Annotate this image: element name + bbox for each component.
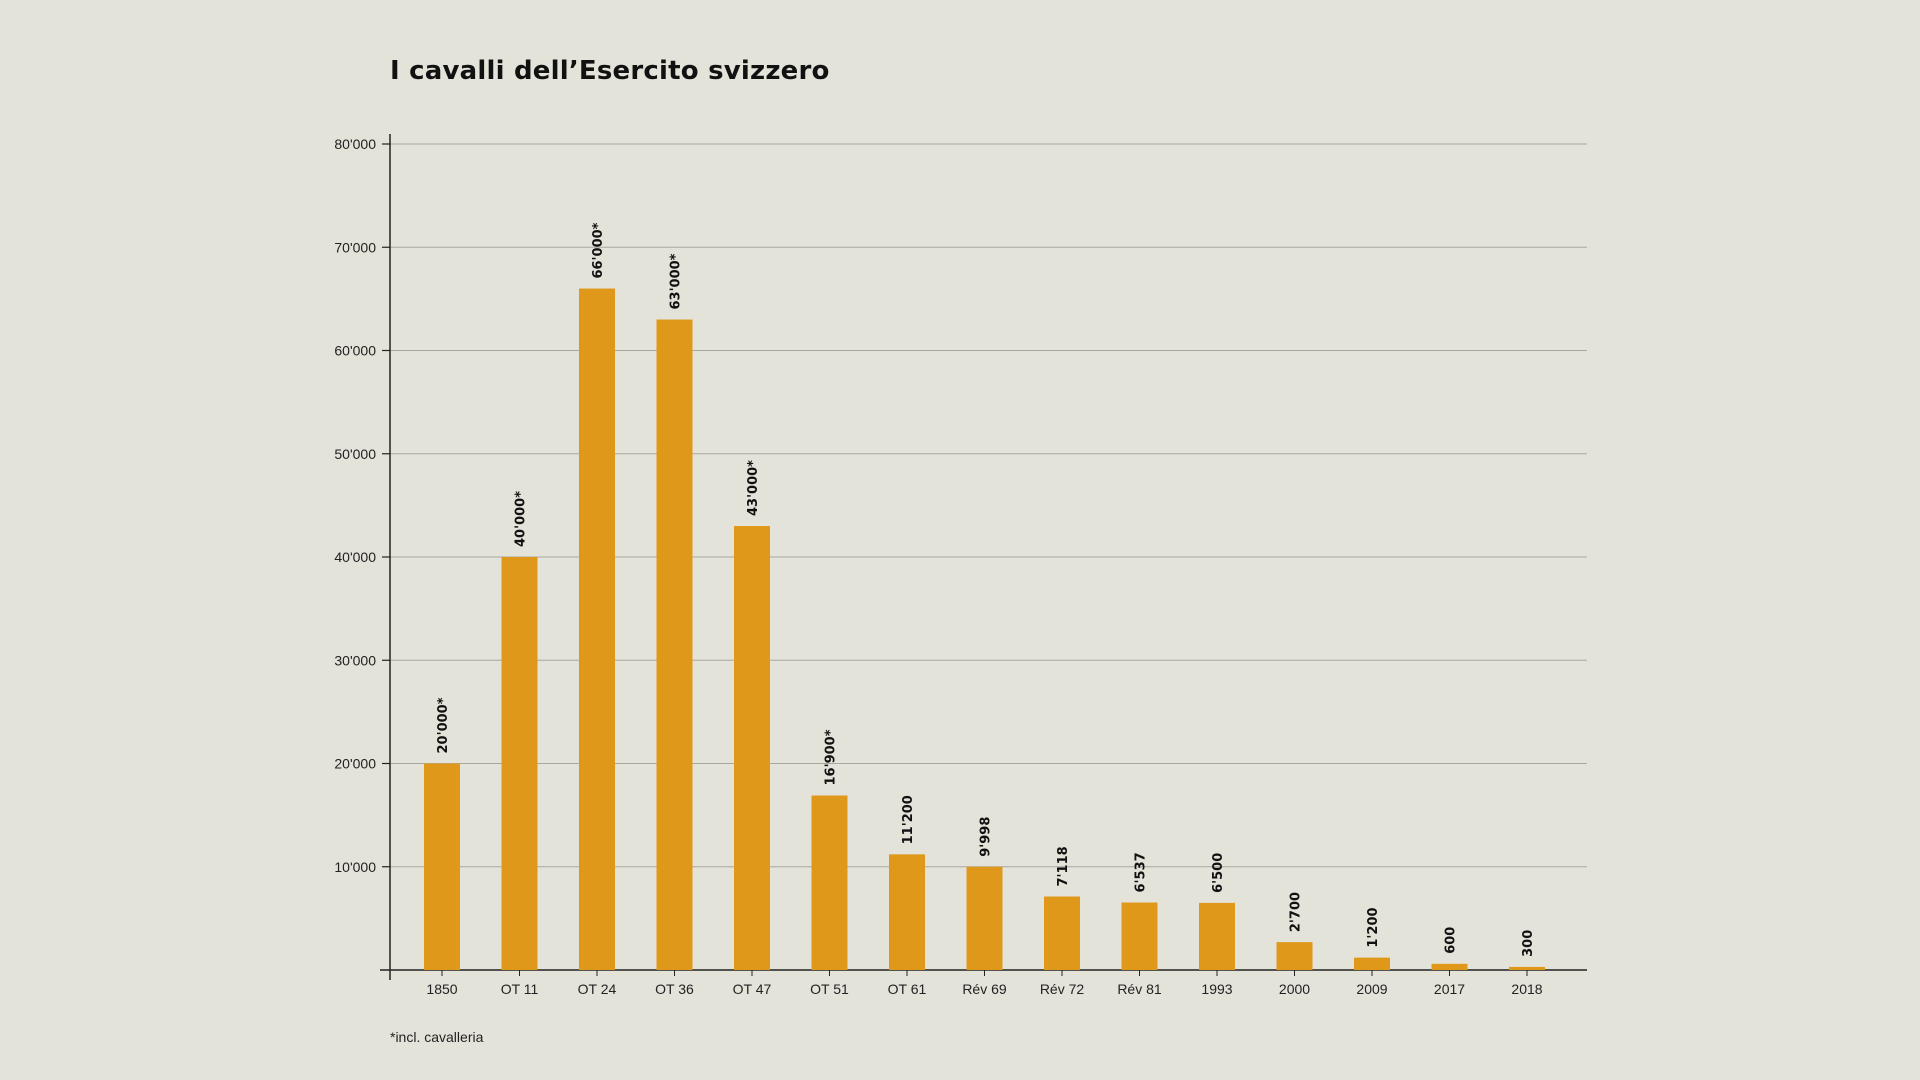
x-tick-label: Rév 72 [1040, 981, 1085, 997]
y-tick-label: 20'000 [334, 756, 376, 772]
bar [734, 526, 770, 970]
bar [656, 319, 693, 970]
x-tick-label: Rév 69 [962, 981, 1007, 997]
data-label: 40'000* [514, 491, 529, 547]
x-tick-label: OT 36 [655, 981, 694, 997]
data-label: 6'537 [1134, 852, 1149, 892]
chart-title: I cavalli dell’Esercito svizzero [390, 56, 830, 86]
bar [966, 866, 1003, 970]
bar [1044, 896, 1080, 970]
y-tick-label: 80'000 [334, 136, 376, 152]
y-tick-label: 30'000 [334, 652, 376, 668]
data-label: 20'000* [436, 697, 451, 753]
data-label: 66'000* [591, 222, 606, 278]
data-label: 600 [1444, 927, 1459, 954]
data-label: 16'900* [824, 729, 839, 785]
x-tick-label: OT 51 [810, 981, 849, 997]
bar [424, 763, 460, 970]
bar [579, 288, 615, 970]
y-tick-label: 10'000 [334, 859, 376, 875]
y-tick-label: 60'000 [334, 343, 376, 359]
bar [1509, 966, 1545, 970]
bar [1199, 902, 1235, 970]
bar [1354, 957, 1390, 970]
bar [501, 557, 538, 970]
bar [1121, 902, 1158, 970]
x-tick-label: OT 11 [501, 981, 539, 997]
bar [1276, 942, 1313, 970]
x-tick-label: OT 61 [888, 981, 927, 997]
data-label: 300 [1521, 930, 1536, 957]
data-label: 11'200 [901, 795, 916, 844]
data-label: 2'700 [1289, 892, 1304, 932]
data-label: 7'118 [1056, 846, 1071, 886]
x-tick-label: 2017 [1434, 981, 1465, 997]
data-label: 9'998 [979, 817, 994, 857]
data-label: 6'500 [1211, 853, 1226, 893]
y-tick-label: 70'000 [334, 239, 376, 255]
data-label: 1'200 [1366, 907, 1381, 947]
data-label: 63'000* [669, 253, 684, 309]
x-tick-label: 2009 [1356, 981, 1387, 997]
x-tick-label: OT 24 [578, 981, 617, 997]
x-tick-label: Rév 81 [1117, 981, 1162, 997]
x-tick-label: 2000 [1279, 981, 1310, 997]
y-tick-label: 50'000 [334, 446, 376, 462]
chart-footnote: *incl. cavalleria [390, 1029, 484, 1045]
bar [889, 854, 925, 970]
x-tick-label: 1993 [1201, 981, 1232, 997]
x-tick-label: 1850 [426, 981, 457, 997]
bar [811, 795, 848, 970]
x-tick-label: 2018 [1511, 981, 1542, 997]
bar [1431, 963, 1468, 970]
x-tick-label: OT 47 [733, 981, 772, 997]
y-tick-label: 40'000 [334, 549, 376, 565]
data-label: 43'000* [746, 460, 761, 516]
